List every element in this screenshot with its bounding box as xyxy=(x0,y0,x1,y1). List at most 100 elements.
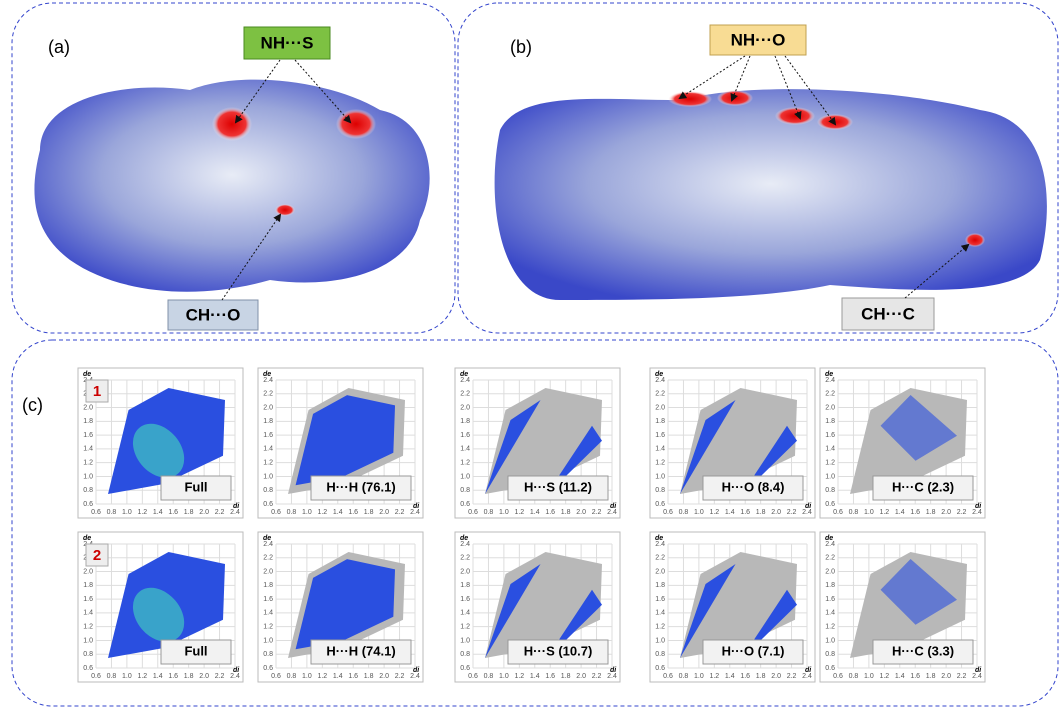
y-tick-label: 1.6 xyxy=(655,596,665,603)
y-tick-label: 1.0 xyxy=(825,473,835,480)
y-tick-label: 1.4 xyxy=(460,446,470,453)
x-tick-label: 1.2 xyxy=(709,673,719,680)
y-tick-label: 1.0 xyxy=(263,473,273,480)
x-tick-label: 1.0 xyxy=(302,673,312,680)
y-axis-title: de xyxy=(83,535,91,542)
x-tick-label: 0.8 xyxy=(484,673,494,680)
x-tick-label: 1.0 xyxy=(694,673,704,680)
x-tick-label: 1.4 xyxy=(333,509,343,516)
y-tick-label: 2.2 xyxy=(460,555,470,562)
y-tick-label: 1.2 xyxy=(460,624,470,631)
contact-spot xyxy=(668,91,712,107)
x-tick-label: 1.4 xyxy=(895,509,905,516)
y-tick-label: 2.4 xyxy=(263,541,273,548)
y-tick-label: 1.4 xyxy=(460,610,470,617)
x-tick-label: 1.8 xyxy=(561,673,571,680)
x-tick-label: 2.2 xyxy=(592,673,602,680)
x-tick-label: 2.4 xyxy=(972,673,982,680)
y-tick-label: 1.2 xyxy=(83,624,93,631)
y-tick-label: 2.4 xyxy=(655,541,665,548)
x-tick-label: 1.0 xyxy=(499,509,509,516)
x-tick-label: 0.6 xyxy=(833,509,843,516)
y-tick-label: 1.0 xyxy=(83,473,93,480)
x-tick-label: 1.6 xyxy=(168,509,178,516)
x-tick-label: 2.0 xyxy=(199,673,209,680)
x-tick-label: 1.4 xyxy=(153,509,163,516)
x-tick-label: 0.6 xyxy=(91,673,101,680)
x-tick-label: 0.8 xyxy=(679,509,689,516)
x-axis-title: di xyxy=(805,503,812,510)
x-tick-label: 1.4 xyxy=(530,509,540,516)
plot-label: H···C (2.3) xyxy=(892,479,954,494)
y-tick-label: 1.4 xyxy=(655,446,665,453)
x-tick-label: 1.6 xyxy=(740,673,750,680)
plot-label: Full xyxy=(184,479,207,494)
x-axis-title: di xyxy=(975,667,982,674)
y-tick-label: 1.4 xyxy=(655,610,665,617)
y-tick-label: 2.4 xyxy=(460,541,470,548)
y-tick-label: 0.6 xyxy=(825,501,835,508)
x-tick-label: 1.8 xyxy=(561,509,571,516)
y-tick-label: 2.0 xyxy=(825,568,835,575)
x-tick-label: 2.4 xyxy=(410,509,420,516)
x-tick-label: 0.8 xyxy=(849,673,859,680)
x-tick-label: 1.8 xyxy=(184,509,194,516)
callout: NH···O xyxy=(731,30,786,49)
x-tick-label: 0.8 xyxy=(287,673,297,680)
x-tick-label: 1.6 xyxy=(168,673,178,680)
page: (a) (b) (c) NH···S CH···O NH···O CH···C … xyxy=(0,0,1062,716)
y-tick-label: 1.4 xyxy=(263,610,273,617)
y-tick-label: 0.8 xyxy=(263,487,273,494)
x-tick-label: 2.0 xyxy=(941,509,951,516)
y-tick-label: 0.6 xyxy=(460,665,470,672)
y-tick-label: 2.2 xyxy=(825,391,835,398)
y-tick-label: 2.4 xyxy=(460,377,470,384)
plot-label: H···O (7.1) xyxy=(722,643,785,658)
y-tick-label: 2.0 xyxy=(655,404,665,411)
x-tick-label: 1.0 xyxy=(122,673,132,680)
y-axis-title: de xyxy=(460,535,468,542)
x-tick-label: 2.0 xyxy=(771,673,781,680)
y-tick-label: 1.2 xyxy=(263,624,273,631)
y-axis-title: de xyxy=(263,535,271,542)
contact-spot xyxy=(965,233,985,247)
panel-label: (b) xyxy=(510,37,532,57)
x-tick-label: 2.4 xyxy=(802,673,812,680)
x-tick-label: 1.6 xyxy=(910,673,920,680)
x-tick-label: 1.0 xyxy=(864,509,874,516)
contact-spot xyxy=(275,204,295,216)
x-tick-label: 1.6 xyxy=(740,509,750,516)
x-tick-label: 2.4 xyxy=(972,509,982,516)
x-axis-title: di xyxy=(233,503,240,510)
y-axis-title: de xyxy=(655,371,663,378)
x-tick-label: 1.0 xyxy=(122,509,132,516)
plot-label: H···C (3.3) xyxy=(892,643,954,658)
y-tick-label: 2.0 xyxy=(460,568,470,575)
y-tick-label: 0.6 xyxy=(460,501,470,508)
y-tick-label: 1.8 xyxy=(655,582,665,589)
x-axis-title: di xyxy=(805,667,812,674)
x-tick-label: 0.8 xyxy=(107,673,117,680)
x-tick-label: 0.6 xyxy=(663,509,673,516)
x-tick-label: 2.0 xyxy=(199,509,209,516)
row-number: 2 xyxy=(93,547,101,564)
x-tick-label: 2.4 xyxy=(802,509,812,516)
x-tick-label: 1.0 xyxy=(302,509,312,516)
y-tick-label: 2.0 xyxy=(83,568,93,575)
y-tick-label: 1.6 xyxy=(460,596,470,603)
y-tick-label: 1.0 xyxy=(83,637,93,644)
y-tick-label: 2.0 xyxy=(825,404,835,411)
x-tick-label: 2.2 xyxy=(957,509,967,516)
row-number: 1 xyxy=(93,383,101,400)
x-tick-label: 1.4 xyxy=(333,673,343,680)
y-axis-title: de xyxy=(655,535,663,542)
y-tick-label: 1.8 xyxy=(263,418,273,425)
x-tick-label: 1.6 xyxy=(545,509,555,516)
figure: (a) (b) (c) NH···S CH···O NH···O CH···C … xyxy=(0,0,1062,711)
y-tick-label: 1.2 xyxy=(655,460,665,467)
x-axis-title: di xyxy=(975,503,982,510)
y-tick-label: 1.6 xyxy=(83,432,93,439)
y-tick-label: 1.0 xyxy=(655,473,665,480)
x-tick-label: 0.8 xyxy=(849,509,859,516)
x-tick-label: 0.8 xyxy=(484,509,494,516)
